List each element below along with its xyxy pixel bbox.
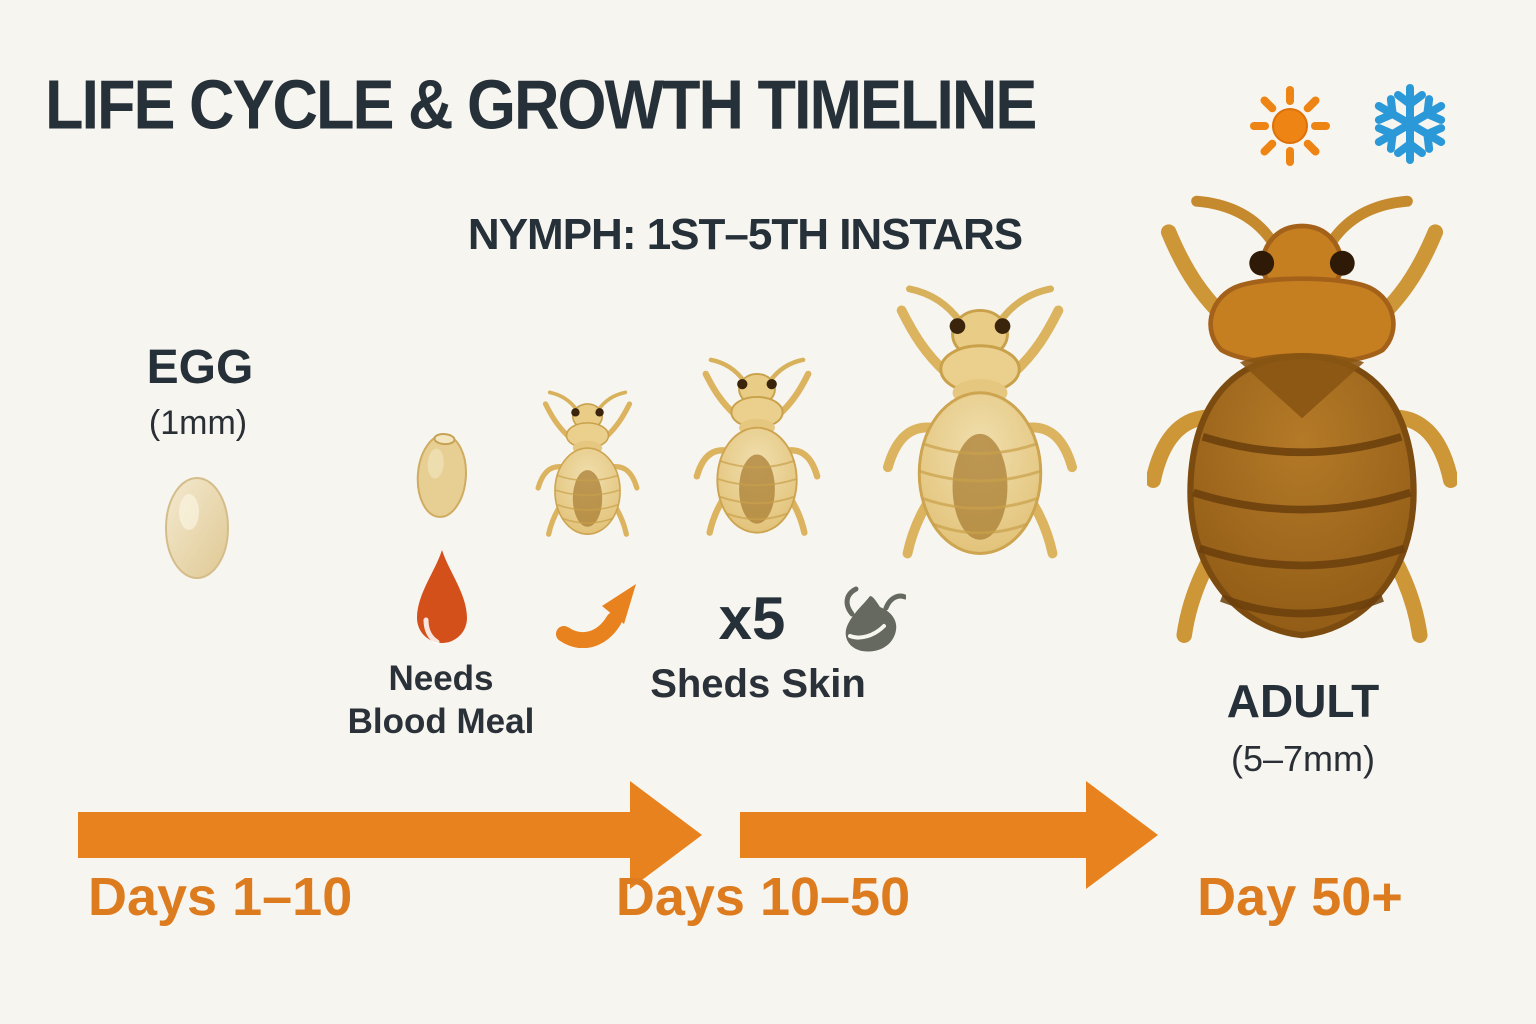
hatched-egg-illustration xyxy=(416,433,467,518)
sun-icon xyxy=(1250,86,1330,166)
molt-curved-arrow-icon xyxy=(556,584,636,648)
needs-blood-meal-label: Needs Blood Meal xyxy=(348,658,535,743)
shed-skin-icon xyxy=(844,586,906,652)
page-title: LIFE CYCLE & GROWTH TIMELINE xyxy=(45,67,1037,145)
nymph-section-heading: NYMPH: 1ST–5TH INSTARS xyxy=(467,210,1023,259)
timeline-label-day-50-plus: Day 50+ xyxy=(1197,867,1403,927)
timeline-arrowhead-1 xyxy=(630,781,702,889)
needs-line-2: Blood Meal xyxy=(347,701,535,741)
snowflake-icon xyxy=(1374,84,1446,164)
egg-stage-label: EGG xyxy=(146,341,254,394)
adult-stage-label: ADULT xyxy=(1226,675,1380,727)
nymph-instar-2-illustration xyxy=(693,356,821,548)
sheds-skin-label: Sheds Skin xyxy=(650,662,866,706)
timeline-label-days-10-50: Days 10–50 xyxy=(615,867,911,927)
adult-size-label: (5–7mm) xyxy=(1230,738,1376,779)
timeline-label-days-1-10: Days 1–10 xyxy=(88,867,353,927)
needs-line-1: Needs xyxy=(388,659,494,698)
timeline-arrowhead-2 xyxy=(1086,781,1158,889)
egg-size-label: (1mm) xyxy=(148,404,248,442)
nymph-instar-3-illustration xyxy=(882,283,1078,577)
timeline-arrow-segment-2 xyxy=(740,812,1086,858)
molt-count-label: x5 xyxy=(718,585,786,652)
nymph-instar-1-illustration xyxy=(535,389,640,547)
adult-bedbug-illustration xyxy=(1147,195,1457,660)
egg-illustration xyxy=(165,477,229,579)
blood-drop-icon xyxy=(417,550,467,645)
timeline-arrow-segment-1 xyxy=(78,812,630,858)
